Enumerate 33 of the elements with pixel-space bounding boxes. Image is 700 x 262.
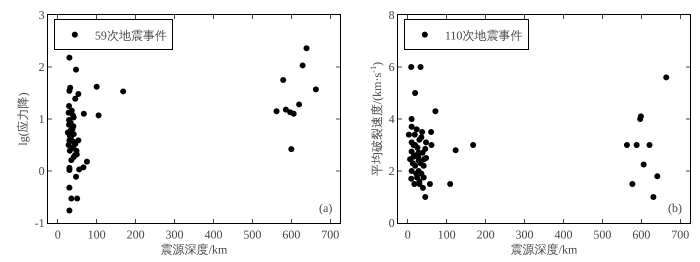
annotation: (b) — [668, 201, 682, 215]
y-tick-label: 3 — [38, 8, 45, 22]
x-tick-label: 500 — [593, 227, 612, 242]
y-axis-title: lg(应力降) — [16, 92, 30, 146]
y-tick-label: -1 — [34, 216, 45, 230]
x-tick-label: 200 — [476, 227, 495, 242]
x-tick-label: 200 — [126, 227, 145, 242]
legend-label: 59次地震事件 — [94, 28, 167, 42]
x-tick-label: 500 — [243, 227, 262, 242]
x-tick-label: 100 — [88, 227, 106, 242]
x-tick-label: 0 — [404, 227, 411, 242]
x-tick-label: 100 — [438, 227, 456, 242]
y-tick-label: 0 — [388, 216, 395, 230]
x-tick-label: 600 — [632, 227, 650, 242]
y-tick-label: 2 — [38, 60, 45, 74]
x-tick-label: 600 — [282, 227, 300, 242]
x-tick-label: 300 — [516, 227, 534, 242]
legend-label: 110次地震事件 — [444, 28, 522, 42]
y-tick-label: 8 — [388, 8, 395, 22]
x-axis-title: 震源深度/km — [510, 242, 578, 256]
x-axis-title: 震源深度/km — [160, 242, 228, 256]
y-tick-label: 6 — [388, 60, 395, 74]
y-tick-label: 4 — [388, 112, 395, 126]
x-tick-label: 400 — [554, 227, 572, 242]
y-tick-label: 0 — [38, 164, 45, 178]
x-tick-label: 0 — [54, 227, 61, 242]
annotation: (a) — [319, 201, 332, 215]
x-tick-label: 300 — [166, 227, 184, 242]
x-tick-label: 400 — [204, 227, 222, 242]
x-tick-label: 700 — [671, 227, 690, 242]
y-tick-label: 2 — [388, 164, 395, 178]
y-tick-label: 1 — [38, 112, 45, 126]
x-tick-label: 700 — [321, 227, 340, 242]
